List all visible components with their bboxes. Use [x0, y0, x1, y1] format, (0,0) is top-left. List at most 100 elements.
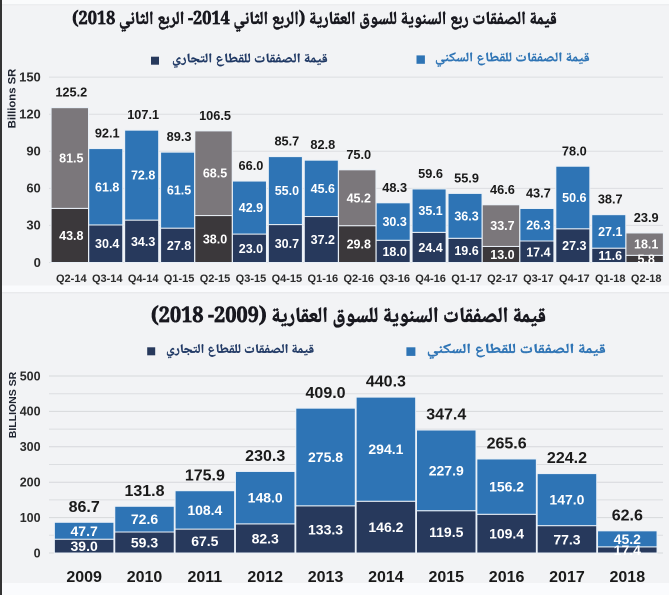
- svg-text:92.1: 92.1: [95, 126, 120, 141]
- svg-text:72.8: 72.8: [131, 169, 155, 183]
- svg-text:75.0: 75.0: [346, 147, 371, 162]
- svg-text:147.0: 147.0: [549, 492, 584, 508]
- svg-text:107.1: 107.1: [127, 107, 159, 122]
- svg-text:36.3: 36.3: [454, 209, 478, 223]
- svg-text:33.7: 33.7: [490, 219, 514, 233]
- svg-text:227.9: 227.9: [429, 462, 464, 478]
- svg-text:224.2: 224.2: [547, 450, 587, 467]
- svg-text:59.3: 59.3: [131, 535, 158, 551]
- svg-text:66.0: 66.0: [239, 158, 264, 173]
- svg-text:82.8: 82.8: [310, 137, 335, 152]
- svg-text:45.2: 45.2: [347, 191, 371, 205]
- svg-text:347.4: 347.4: [426, 407, 466, 424]
- svg-text:440.3: 440.3: [366, 374, 406, 391]
- svg-text:146.2: 146.2: [368, 519, 403, 535]
- svg-text:48.3: 48.3: [382, 180, 407, 195]
- svg-text:Q3-17: Q3-17: [523, 273, 554, 285]
- svg-text:Q3-15: Q3-15: [236, 273, 267, 285]
- svg-text:2017: 2017: [549, 569, 585, 586]
- svg-text:19.6: 19.6: [454, 244, 478, 258]
- svg-text:Q1-15: Q1-15: [164, 273, 195, 285]
- svg-text:156.2: 156.2: [489, 479, 524, 495]
- svg-text:30: 30: [26, 218, 40, 233]
- svg-text:50.6: 50.6: [562, 191, 586, 205]
- svg-text:133.3: 133.3: [308, 521, 343, 537]
- svg-text:2012: 2012: [247, 569, 283, 586]
- svg-text:106.5: 106.5: [199, 108, 231, 123]
- svg-text:23.9: 23.9: [634, 210, 659, 225]
- svg-text:Q1-17: Q1-17: [451, 273, 482, 285]
- svg-text:60: 60: [26, 181, 40, 196]
- svg-text:78.0: 78.0: [562, 143, 587, 158]
- svg-text:72.6: 72.6: [131, 511, 158, 527]
- svg-text:55.9: 55.9: [454, 170, 479, 185]
- svg-text:148.0: 148.0: [248, 490, 283, 506]
- svg-text:13.0: 13.0: [490, 248, 514, 262]
- svg-text:30.7: 30.7: [275, 237, 299, 251]
- svg-text:11.6: 11.6: [598, 249, 622, 263]
- svg-text:2009: 2009: [66, 569, 102, 586]
- svg-text:0: 0: [34, 546, 41, 560]
- svg-text:43.8: 43.8: [59, 229, 83, 243]
- svg-text:Q4-14: Q4-14: [128, 273, 159, 285]
- svg-text:294.1: 294.1: [368, 441, 403, 457]
- svg-text:230.3: 230.3: [245, 448, 285, 465]
- svg-text:34.3: 34.3: [131, 235, 155, 249]
- svg-text:131.8: 131.8: [124, 483, 164, 500]
- svg-text:Q4-17: Q4-17: [559, 273, 590, 285]
- svg-text:23.0: 23.0: [239, 242, 263, 256]
- svg-text:89.3: 89.3: [167, 129, 192, 144]
- svg-text:42.9: 42.9: [239, 201, 263, 215]
- svg-text:Q1-18: Q1-18: [595, 273, 626, 285]
- svg-text:2014: 2014: [368, 569, 404, 586]
- svg-text:Q4-15: Q4-15: [272, 273, 303, 285]
- svg-text:46.6: 46.6: [490, 182, 515, 197]
- svg-text:61.8: 61.8: [95, 180, 119, 194]
- svg-text:55.0: 55.0: [275, 184, 299, 198]
- svg-text:45.2: 45.2: [614, 531, 641, 547]
- svg-text:100: 100: [20, 511, 41, 525]
- svg-text:17.4: 17.4: [614, 542, 641, 558]
- svg-text:2013: 2013: [308, 569, 344, 586]
- svg-text:120: 120: [19, 107, 41, 122]
- svg-text:0: 0: [34, 255, 41, 270]
- svg-text:265.6: 265.6: [487, 436, 527, 453]
- svg-text:29.8: 29.8: [347, 238, 371, 252]
- svg-text:68.5: 68.5: [203, 167, 227, 181]
- svg-text:38.7: 38.7: [598, 192, 623, 207]
- svg-text:BILLIONS SR: BILLIONS SR: [7, 371, 19, 438]
- svg-text:86.7: 86.7: [69, 499, 100, 516]
- svg-text:61.5: 61.5: [167, 184, 191, 198]
- svg-text:2010: 2010: [127, 569, 163, 586]
- svg-text:Q2-16: Q2-16: [343, 273, 374, 285]
- svg-text:409.0: 409.0: [306, 385, 346, 402]
- svg-text:Q1-16: Q1-16: [308, 273, 339, 285]
- svg-text:200: 200: [20, 476, 41, 490]
- svg-text:Q2-15: Q2-15: [200, 273, 231, 285]
- svg-text:81.5: 81.5: [59, 152, 83, 166]
- svg-text:2015: 2015: [428, 569, 464, 586]
- svg-text:108.4: 108.4: [187, 502, 222, 518]
- svg-text:35.1: 35.1: [418, 204, 442, 218]
- svg-text:85.7: 85.7: [274, 134, 299, 149]
- svg-text:17.4: 17.4: [526, 245, 550, 259]
- svg-text:38.0: 38.0: [203, 233, 227, 247]
- svg-text:Q4-16: Q4-16: [415, 273, 446, 285]
- svg-text:300: 300: [20, 440, 41, 454]
- svg-text:150: 150: [19, 69, 41, 84]
- svg-text:125.2: 125.2: [55, 85, 87, 100]
- svg-text:2011: 2011: [187, 569, 222, 586]
- svg-text:37.2: 37.2: [311, 233, 335, 247]
- svg-text:39.0: 39.0: [71, 538, 98, 554]
- svg-text:2018: 2018: [610, 569, 646, 586]
- svg-text:90: 90: [26, 144, 40, 159]
- svg-text:275.8: 275.8: [308, 449, 343, 465]
- svg-text:30.3: 30.3: [382, 215, 406, 229]
- svg-text:26.3: 26.3: [526, 218, 550, 232]
- svg-text:18.1: 18.1: [634, 238, 658, 252]
- svg-text:47.7: 47.7: [71, 523, 98, 539]
- svg-text:77.3: 77.3: [553, 531, 580, 547]
- svg-text:43.7: 43.7: [526, 186, 551, 201]
- svg-text:500: 500: [20, 369, 41, 383]
- svg-text:Billions SR: Billions SR: [7, 69, 19, 129]
